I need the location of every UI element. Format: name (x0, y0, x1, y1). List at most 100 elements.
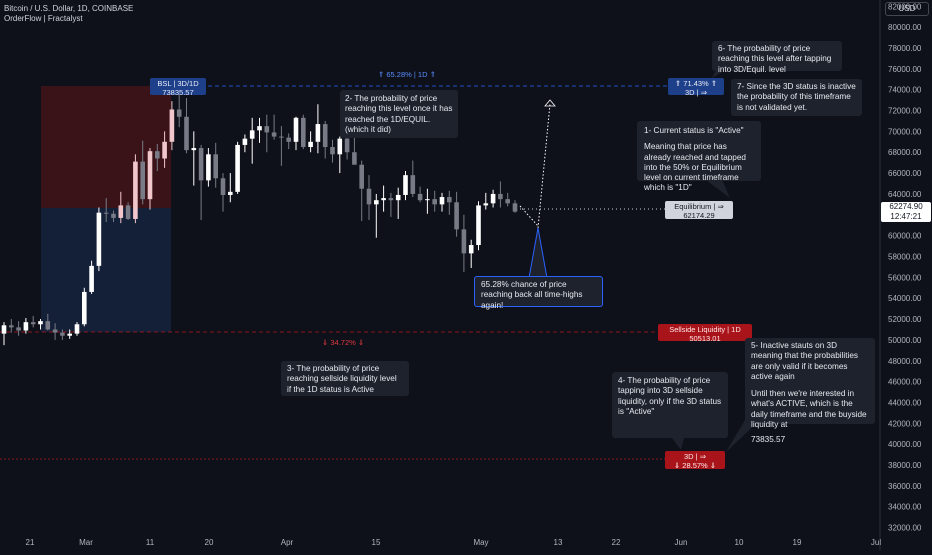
candle (293, 116, 299, 151)
candle (23, 318, 29, 334)
y-tick-label: 48000.00 (888, 357, 922, 366)
y-tick-label: 52000.00 (888, 315, 922, 324)
ssl-text: Sellside Liquidity | 1D (669, 325, 741, 334)
note-7: 7- Since the 3D status is inactive the p… (731, 79, 862, 116)
candle (82, 287, 87, 327)
candle (118, 191, 124, 224)
x-tick-label: May (473, 538, 488, 547)
candles-group (1, 91, 518, 346)
chart-title: Bitcoin / U.S. Dollar, 1D, COINBASE (4, 4, 134, 13)
ssl-3d-prob: ⇓ 28.57% ⇓ (673, 461, 717, 471)
candle (147, 148, 153, 210)
candle (96, 207, 102, 272)
bsl-probability: ⇑ 65.28% | 1D ⇑ (378, 70, 436, 79)
candle (111, 210, 116, 223)
candle (169, 101, 175, 151)
candle (315, 104, 321, 154)
ssl-price: 50513.01 (689, 334, 721, 344)
candle (74, 322, 80, 336)
y-tick-label: 54000.00 (888, 294, 922, 303)
candle (366, 175, 372, 220)
candle (133, 154, 138, 224)
candle (432, 190, 437, 212)
note-8: 65.28% chance of price reaching back all… (474, 276, 603, 310)
x-tick-label: Mar (79, 538, 93, 547)
candle (417, 186, 423, 203)
ssl-label[interactable]: Sellside Liquidity | 1D 50513.01 (658, 324, 752, 344)
currency-label[interactable]: USD (885, 2, 929, 16)
candle (38, 319, 43, 330)
candle (483, 192, 489, 210)
candle (30, 315, 36, 328)
note-2-text: 2- The probability of price reaching thi… (345, 94, 453, 134)
y-tick-label: 34000.00 (888, 503, 922, 512)
candle (512, 200, 518, 213)
bsl-price: 73835.57 (162, 88, 194, 98)
bsl-3d-prob: ⇑ 71.43% ⇑ (674, 79, 718, 88)
candle (213, 142, 218, 188)
candle (220, 173, 226, 212)
candle (52, 323, 58, 340)
note-5-p3: 73835.57 (751, 435, 786, 444)
y-tick-label: 64000.00 (888, 190, 922, 199)
candle (490, 189, 496, 208)
candle (410, 160, 416, 198)
note-4: 4- The probability of price tapping into… (612, 372, 728, 438)
x-tick-label: 13 (554, 538, 563, 547)
candle (468, 239, 474, 268)
candle (337, 136, 343, 174)
bsl-label[interactable]: BSL | 3D/1D 73835.57 (150, 78, 206, 98)
candle (9, 319, 14, 333)
candle (498, 181, 503, 208)
indicator-name: OrderFlow | Fractalyst (4, 14, 83, 23)
y-tick-label: 50000.00 (888, 336, 922, 345)
candle (257, 117, 262, 143)
candle (198, 144, 204, 220)
candle (67, 329, 72, 339)
ssl-3d-box[interactable]: 3D | ⇒ ⇓ 28.57% ⇓ (665, 451, 725, 471)
candle (249, 117, 255, 164)
candle (308, 131, 313, 153)
candle (388, 192, 394, 217)
candle (176, 91, 182, 128)
candle (155, 143, 160, 171)
candle (425, 188, 430, 214)
note-5: 5- Inactive stauts on 3D meaning that th… (745, 338, 875, 444)
note-6-text: 6- The probability of price reaching thi… (718, 44, 832, 74)
x-axis: 21 Mar 11 20 Apr 15 May 13 22 Jun 10 19 Jul (26, 538, 882, 547)
y-tick-label: 78000.00 (888, 44, 922, 53)
candle (447, 190, 452, 215)
y-tick-label: 44000.00 (888, 398, 922, 407)
y-tick-label: 82000.00 (888, 2, 922, 11)
ssl-probability: ⇓ 34.72% ⇓ (322, 338, 365, 347)
candle (330, 139, 335, 163)
bsl-3d-box[interactable]: ⇑ 71.43% ⇑ 3D | ⇒ (668, 78, 724, 97)
note-4-text: 4- The probability of price tapping into… (618, 376, 722, 416)
note-3: 3- The probability of price reaching sel… (281, 361, 409, 396)
candle (228, 173, 233, 203)
x-tick-label: 22 (612, 538, 621, 547)
ssl-3d-status: 3D | ⇒ (684, 452, 706, 461)
x-tick-label: 15 (372, 538, 381, 547)
y-tick-label: 76000.00 (888, 65, 922, 74)
y-tick-label: 32000.00 (888, 524, 922, 533)
candle (103, 198, 109, 223)
candle (264, 114, 270, 153)
candle (374, 193, 379, 238)
candle (395, 187, 401, 219)
y-tick-label: 66000.00 (888, 169, 922, 178)
candle (1, 322, 7, 346)
candle (184, 98, 189, 154)
candle (403, 170, 408, 201)
bsl-label-text: BSL | 3D/1D (157, 79, 199, 88)
x-tick-label: Apr (281, 538, 294, 547)
x-tick-label: Jun (675, 538, 688, 547)
projection-arrowhead (544, 99, 556, 107)
y-tick-label: 80000.00 (888, 23, 922, 32)
x-tick-label: Jul (871, 538, 881, 547)
note-6: 6- The probability of price reaching thi… (712, 41, 842, 74)
y-tick-label: 60000.00 (888, 232, 922, 241)
candle (60, 329, 65, 340)
equilibrium-label[interactable]: Equilibrium | ⇒ 62174.29 (665, 201, 733, 220)
